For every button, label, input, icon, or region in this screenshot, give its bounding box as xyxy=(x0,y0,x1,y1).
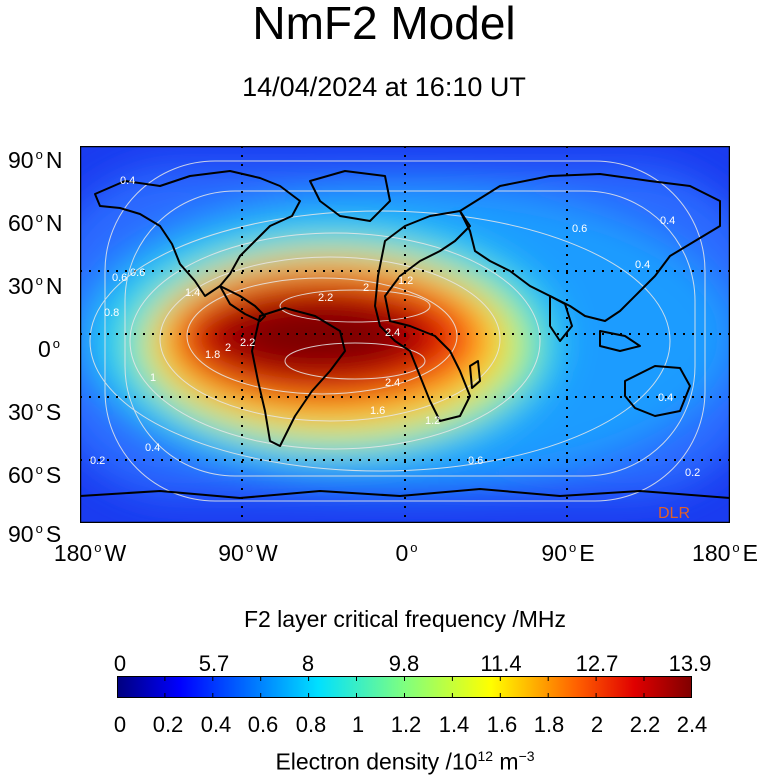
contour-label: 2.2 xyxy=(240,337,255,349)
contour-1-0 xyxy=(129,232,541,450)
colorbar-bottom-tick: 0.4 xyxy=(200,712,232,737)
greenland-coast xyxy=(309,170,391,222)
page-subtitle: 14/04/2024 at 16:10 UT xyxy=(242,72,526,102)
contour-label: 0.2 xyxy=(90,455,105,467)
lon-label-90e: 90 o E xyxy=(541,540,595,566)
contour-label: 1.2 xyxy=(425,415,440,427)
lat-label-60n: 60 o N xyxy=(8,210,63,236)
asia-coast xyxy=(459,173,721,322)
contour-label: 0.4 xyxy=(145,442,160,454)
lon-label-90w: 90 o W xyxy=(218,540,278,566)
australia-coast xyxy=(624,365,691,417)
south-america-coast xyxy=(251,307,346,447)
colorbar-top-tick: 0 xyxy=(113,651,127,676)
contour-label: 0.6 xyxy=(112,272,127,284)
colorbar-top-tick: 11.4 xyxy=(480,651,522,676)
colorbar-top-tick: 9.8 xyxy=(388,651,420,676)
contour-label: 2 xyxy=(363,282,369,294)
contour-label: 0.4 xyxy=(658,392,673,404)
contour-label: 2 xyxy=(225,342,231,354)
lat-label-90n: 90 o N xyxy=(8,147,63,173)
graticule xyxy=(80,146,730,523)
lon-label-180w: 180 o W xyxy=(53,540,127,566)
contour-label: 0.4 xyxy=(660,215,675,227)
map-svg: 0.4 0.6 0.4 0.6 0.8 2.2 2 1.2 1.8 2 2.2 … xyxy=(79,145,731,524)
colorbar-top-tick: 5.7 xyxy=(198,651,230,676)
contour-label: 0.6 xyxy=(468,455,483,467)
colorbar-bottom-tick: 2.2 xyxy=(629,712,661,737)
central-america-coast xyxy=(219,285,266,322)
lon-label-180e: 180 o E xyxy=(692,540,758,566)
colorbar-top-tick: 12.7 xyxy=(575,651,619,676)
lat-label-60s: 60 o S xyxy=(8,462,62,488)
colorbar-bottom-tick: 1.2 xyxy=(390,712,422,737)
contour-label: 0.6 xyxy=(572,223,587,235)
lat-label-30s: 30 o S xyxy=(8,399,62,425)
colorbar xyxy=(116,675,693,699)
colorbar-bottom-tick: 1.6 xyxy=(486,712,518,737)
north-america-coast xyxy=(94,170,301,297)
colorbar-bottom-tick: 1.4 xyxy=(438,712,470,737)
contour-label: 2.4 xyxy=(385,327,400,339)
colorbar-bottom-tick: 0.6 xyxy=(247,712,279,737)
contour-label: 1.2 xyxy=(398,275,413,287)
colorbar-bottom-tick: 1 xyxy=(351,712,365,737)
contour-label: 1.4 xyxy=(185,287,200,299)
density-field xyxy=(80,166,730,496)
colorbar-bottom-tick: 2.4 xyxy=(676,712,708,737)
contour-2-0 xyxy=(186,277,458,395)
contour-label: 1.6 xyxy=(370,405,385,417)
contour-label-group: 0.4 0.6 0.4 0.6 0.8 2.2 2 1.2 1.8 2 2.2 … xyxy=(90,175,700,479)
page-title: NmF2 Model xyxy=(252,0,516,49)
contour-1-6 xyxy=(159,256,501,422)
colorbar-xlabel: Electron density /1012 m−3 xyxy=(275,748,535,775)
colorbar-top-tick: 13.9 xyxy=(668,651,712,676)
contour-label: 0.6 xyxy=(130,267,145,279)
contour-2-4-south xyxy=(284,342,426,380)
colorbar-title: F2 layer critical frequency /MHz xyxy=(243,606,567,632)
madagascar-coast xyxy=(469,360,481,389)
contour-0-2 xyxy=(104,160,706,502)
contour-label: 2.4 xyxy=(385,377,400,389)
dlr-watermark: DLR xyxy=(658,505,690,522)
contour-label: 1.8 xyxy=(205,349,220,361)
contour-2-4-north xyxy=(279,289,431,323)
nmf2-map: 0.4 0.6 0.4 0.6 0.8 2.2 2 1.2 1.8 2 2.2 … xyxy=(79,145,731,524)
contour-label: 0.4 xyxy=(120,175,135,187)
colorbar-bottom-tick: 2 xyxy=(590,712,604,737)
contour-label: 2.2 xyxy=(318,292,333,304)
europe-africa-coast xyxy=(374,210,471,422)
antarctica-coast xyxy=(80,488,730,499)
lat-label-90s: 90 o S xyxy=(8,521,62,547)
colorbar-top-tick: 8 xyxy=(301,651,315,676)
colorbar-bottom-tick: 1.8 xyxy=(533,712,565,737)
contour-label: 0.8 xyxy=(104,307,119,319)
colorbar-bottom-tick: 0.8 xyxy=(295,712,327,737)
se-asia-islands xyxy=(599,330,641,352)
lat-label-30n: 30 o N xyxy=(8,273,63,299)
contour-label: 0.4 xyxy=(635,259,650,271)
map-frame xyxy=(79,145,731,524)
contour-label: 0.2 xyxy=(685,467,700,479)
coastlines xyxy=(80,170,730,499)
colorbar-svg xyxy=(116,675,693,699)
colorbar-bottom-tick: 0 xyxy=(113,712,127,737)
colorbar-ticks xyxy=(164,676,645,698)
contour-label: 1 xyxy=(150,372,156,384)
colorbar-bottom-tick: 0.2 xyxy=(152,712,184,737)
